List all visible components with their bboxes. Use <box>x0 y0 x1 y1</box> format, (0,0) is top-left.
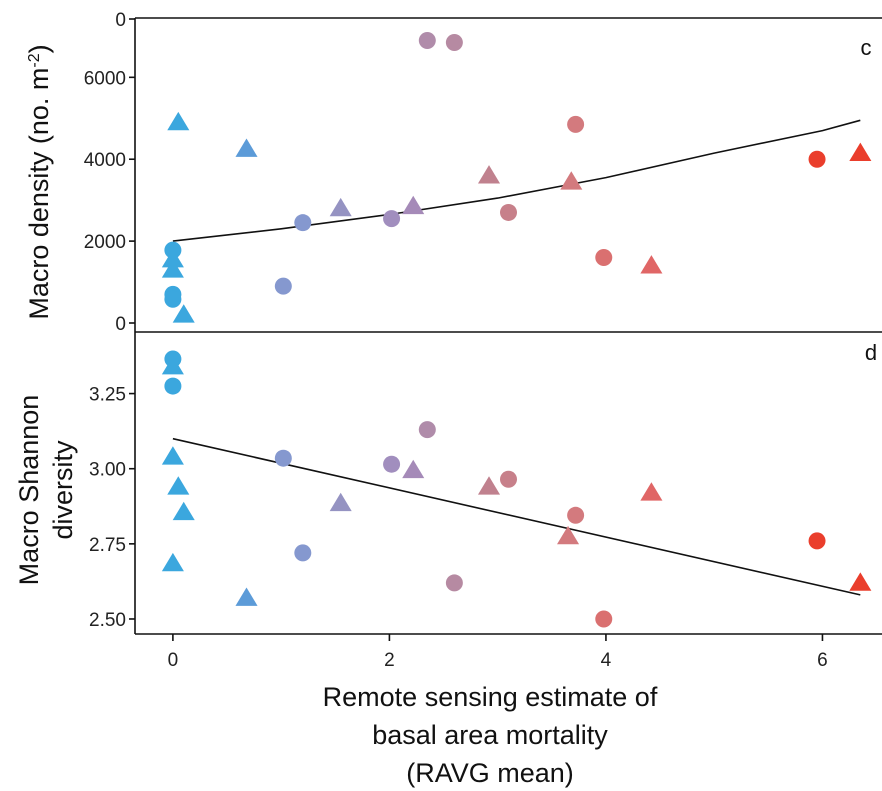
panel-c-point-circle <box>294 214 312 232</box>
panel-c-y-ticks: 0 2000 4000 6000 <box>84 68 135 335</box>
panel-c-point-circle <box>808 150 826 168</box>
panel-c-y-title-sup: -2 <box>26 53 43 67</box>
panel-c-y-tick-label: 0 <box>115 314 126 335</box>
panel-c-point-circle <box>383 210 401 228</box>
panel-c-y-tick-label: 2000 <box>84 232 126 253</box>
panel-c-points <box>161 31 872 323</box>
panel-d-point-circle <box>595 610 613 628</box>
panel-d-y-tick-label: 2.50 <box>89 610 126 631</box>
panel-d-point-triangle <box>557 525 580 545</box>
x-axis-tick-label: 2 <box>384 650 395 671</box>
panel-c-point-triangle <box>477 165 501 184</box>
panel-c-point-circle <box>445 34 463 52</box>
panel-d-y-axis-title-line2: diversity <box>48 440 78 540</box>
panel-c-point-triangle <box>329 197 352 217</box>
panel-c-point-triangle <box>167 111 190 131</box>
x-axis-ticks: 0 2 4 6 <box>168 634 828 671</box>
panel-d-points <box>161 350 872 628</box>
panel-c-point-circle <box>164 290 182 308</box>
panel-c-point-triangle <box>402 195 425 215</box>
x-axis-title-line2: basal area mortality <box>372 720 608 750</box>
panel-d-point-triangle <box>402 459 425 479</box>
panel-c-point-circle <box>418 31 436 49</box>
panel-c-point-circle <box>567 115 585 133</box>
panel-d-y-tick-label: 2.75 <box>89 535 126 556</box>
panel-d-point-triangle <box>235 587 258 606</box>
panel-d-label: d <box>865 340 877 365</box>
panel-c-point-triangle <box>172 304 195 323</box>
panel-d-y-ticks: 2.50 2.75 3.00 3.25 <box>89 385 135 631</box>
panel-c-top-tick-label: 0 <box>115 10 126 31</box>
panel-c-label: c <box>861 35 872 60</box>
x-axis-title-line1: Remote sensing estimate of <box>323 682 658 712</box>
x-axis-tick-label: 4 <box>601 650 612 671</box>
panel-c-y-title-main: Macro density (no. m <box>24 68 54 320</box>
panel-c-point-circle <box>595 248 613 266</box>
panel-c-point-triangle <box>849 142 872 161</box>
panel-c-y-title-tail: ) <box>24 44 54 53</box>
panel-c-fit-line <box>172 119 861 242</box>
panel-c-y-tick-label: 4000 <box>84 150 126 171</box>
panel-d-point-circle <box>567 506 585 524</box>
panel-d-y-axis-title-line1: Macro Shannon <box>14 395 44 586</box>
panel-d-point-circle <box>445 574 463 592</box>
panel-d-point-circle <box>418 421 436 439</box>
panel-c-point-circle <box>274 277 292 295</box>
panel-d-point-triangle <box>329 492 352 512</box>
panel-d-point-circle <box>500 470 517 488</box>
x-axis-tick-label: 6 <box>817 650 828 671</box>
panel-c-point-triangle <box>161 249 184 268</box>
panel-c-point-triangle <box>640 255 663 274</box>
panel-c: 0 2000 4000 6000 0 c Macro density (no. m-2… <box>24 10 882 335</box>
panel-c-point-triangle <box>161 259 184 278</box>
panel-d-point-triangle <box>849 572 872 591</box>
panel-d-point-triangle <box>477 476 501 495</box>
panel-d-point-circle <box>383 455 401 473</box>
panel-d-point-triangle <box>172 501 195 521</box>
panel-d-y-tick-label: 3.00 <box>89 460 126 481</box>
panel-d-point-circle <box>808 532 826 550</box>
panel-c-y-axis-title: Macro density (no. m-2) <box>24 44 54 319</box>
panel-c-point-circle <box>500 203 517 221</box>
panel-d-point-circle <box>274 449 292 467</box>
x-axis-tick-label: 0 <box>168 650 179 671</box>
panel-d-y-tick-label: 3.25 <box>89 385 126 406</box>
x-axis-title-line3: (RAVG mean) <box>406 758 574 788</box>
panel-d-point-triangle <box>161 356 184 375</box>
panel-c-point-triangle <box>560 171 583 190</box>
panel-d-point-circle <box>164 377 182 395</box>
panel-d-point-triangle <box>161 446 184 465</box>
panel-d-point-triangle <box>161 552 184 572</box>
panel-c-y-tick-label: 6000 <box>84 68 126 89</box>
panel-d: 2.50 2.75 3.00 3.25 d Macro Shannon diversi… <box>14 332 882 635</box>
panel-c-point-triangle <box>235 138 258 157</box>
panel-d-point-triangle <box>167 476 190 495</box>
panel-d-point-triangle <box>640 482 663 501</box>
panel-d-point-circle <box>294 544 312 562</box>
